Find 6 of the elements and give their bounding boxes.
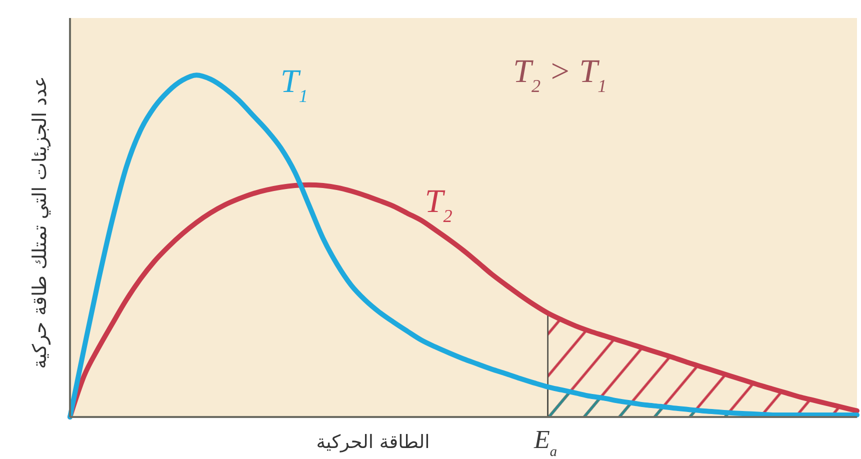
series-label: T$_{1}$ <box>280 64 308 106</box>
text: E$_{a}$ <box>533 425 558 459</box>
annotation: T$_{2}$ > T$_{1}$ <box>513 54 607 96</box>
x-axis-title: الطاقة الحركية <box>316 432 430 453</box>
y-axis-title: عدد الجزيئات التي تمتلك طاقة حركية <box>29 76 51 369</box>
series-label: T$_{2}$ <box>424 184 452 226</box>
